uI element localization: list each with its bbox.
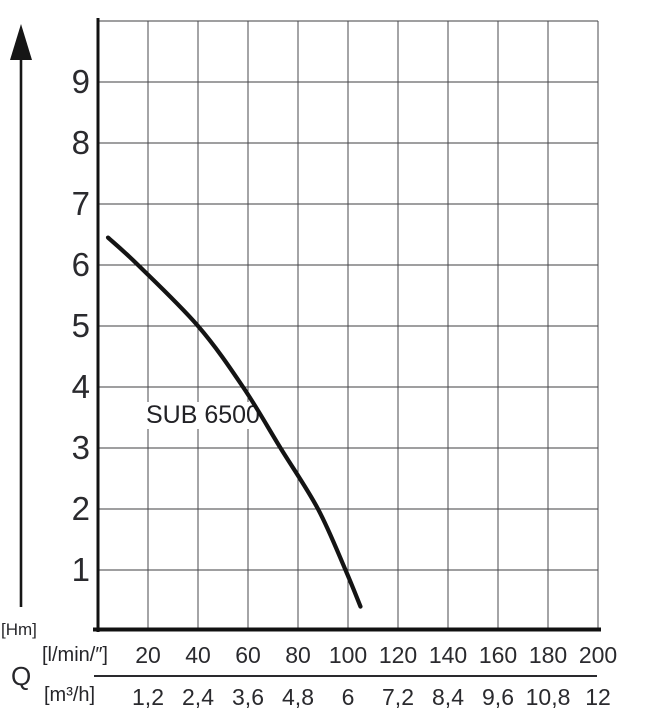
y-tick-label: 9 [71, 63, 90, 100]
y-axis-arrow [10, 24, 32, 607]
y-tick-label: 5 [71, 307, 90, 344]
x-tick-m3h-label: 4,8 [282, 684, 314, 710]
y-tick-label: 4 [71, 368, 90, 405]
x-tick-lmin-label: 100 [328, 642, 368, 668]
x-tick-m3h-label: 2,4 [182, 684, 214, 710]
x-tick-lmin-label: 160 [478, 642, 518, 668]
x-tick-lmin-label: 80 [285, 642, 311, 668]
y-tick-label: 1 [71, 551, 90, 588]
x-axis-quantity-label: Q [11, 661, 32, 691]
y-axis-unit-label: [Hm] [1, 620, 37, 639]
x-tick-m3h-label: 8,4 [432, 684, 464, 710]
y-tick-label: 8 [71, 124, 90, 161]
x-tick-lmin-label: 40 [185, 642, 211, 668]
x-axis-unit-lmin-label: [l/min/″] [42, 644, 108, 666]
x-tick-m3h-label: 9,6 [482, 684, 514, 710]
x-tick-lmin-label: 60 [235, 642, 261, 668]
y-tick-label: 3 [71, 429, 90, 466]
x-axis-unit-m3h-label: [m³/h] [44, 684, 96, 706]
y-tick-label: 7 [71, 185, 90, 222]
x-tick-m3h-label: 3,6 [232, 684, 264, 710]
x-tick-lmin-label: 120 [378, 642, 418, 668]
x-tick-m3h-label: 7,2 [382, 684, 414, 710]
x-tick-m3h-label: 6 [341, 684, 355, 710]
y-tick-label: 6 [71, 246, 90, 283]
x-tick-lmin-label: 140 [428, 642, 468, 668]
x-tick-m3h-label: 12 [585, 684, 611, 710]
y-tick-label: 2 [71, 490, 90, 527]
series-label: SUB 6500 [143, 402, 263, 429]
x-tick-m3h-label: 10,8 [525, 684, 571, 710]
x-axis-row-separator [94, 675, 597, 677]
x-tick-lmin-label: 180 [528, 642, 568, 668]
x-tick-lmin-label: 20 [135, 642, 161, 668]
x-tick-lmin-label: 200 [578, 642, 618, 668]
x-tick-m3h-label: 1,2 [132, 684, 164, 710]
